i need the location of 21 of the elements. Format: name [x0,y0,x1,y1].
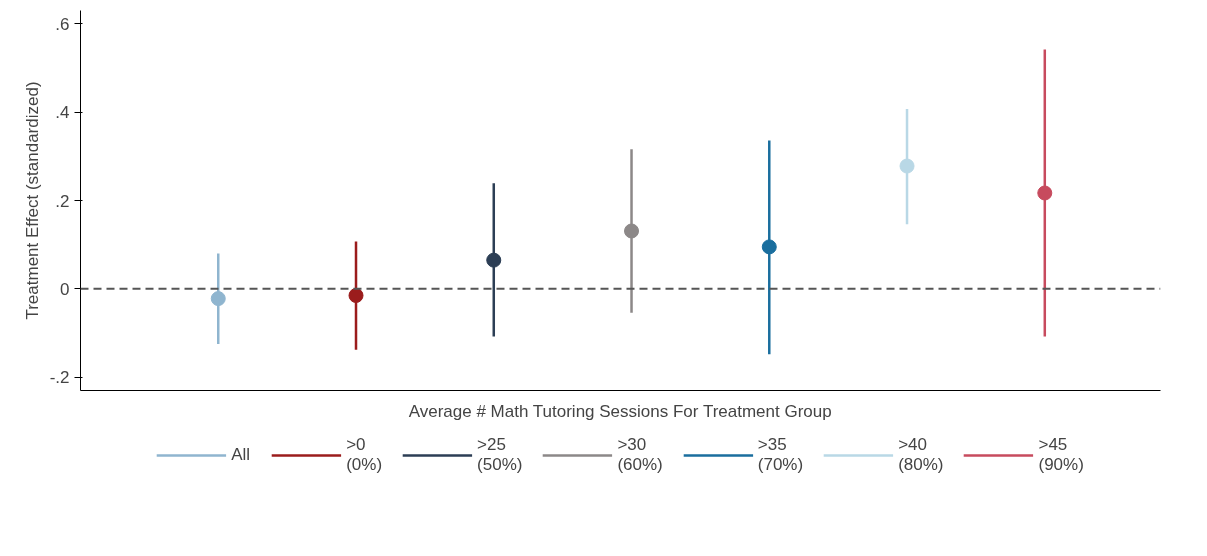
point [761,239,777,255]
y-axis-title: Treatment Effect (standardized) [22,81,42,320]
point [210,291,226,307]
legend-label: >45 (90%) [1038,435,1084,475]
legend-label: >0 (0%) [346,435,383,475]
y-tick-label: .2 [55,191,70,211]
y-tick-label: -.2 [49,368,70,388]
y-tick-label: .4 [55,103,70,123]
point [486,252,502,268]
y-tick-label: .6 [55,14,70,34]
legend-label: >30 (60%) [617,435,663,475]
legend-label: All [231,445,252,465]
point [899,158,915,174]
legend-label: >35 (70%) [757,435,804,475]
legend-label: >25 (50%) [477,435,523,475]
legend-label: >40 (80%) [898,435,944,475]
x-axis-title: Average # Math Tutoring Sessions For Treatment Group [408,401,832,421]
point [1037,185,1053,201]
y-tick-label: 0 [60,279,70,299]
point [624,223,640,239]
point [348,288,364,303]
